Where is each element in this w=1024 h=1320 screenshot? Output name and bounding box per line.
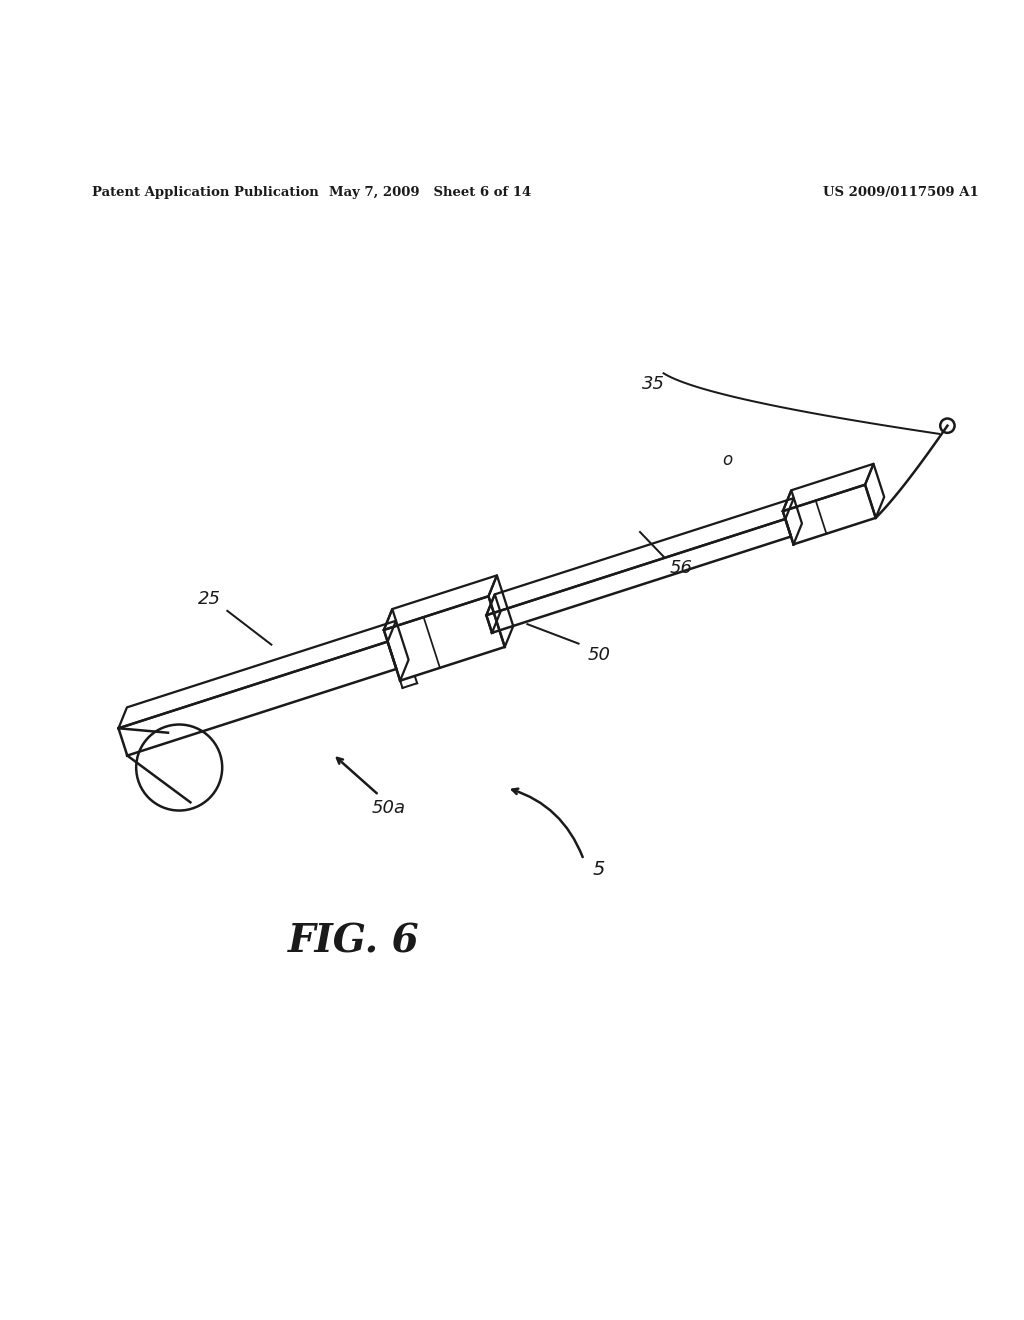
Text: 56: 56 bbox=[670, 558, 692, 577]
Text: 50: 50 bbox=[588, 645, 610, 664]
Text: 35: 35 bbox=[642, 375, 665, 392]
Text: 50a: 50a bbox=[372, 800, 407, 817]
Text: FIG. 6: FIG. 6 bbox=[288, 923, 419, 961]
Text: o: o bbox=[722, 451, 732, 470]
Text: US 2009/0117509 A1: US 2009/0117509 A1 bbox=[823, 186, 979, 198]
Text: May 7, 2009   Sheet 6 of 14: May 7, 2009 Sheet 6 of 14 bbox=[329, 186, 531, 198]
Text: Patent Application Publication: Patent Application Publication bbox=[92, 186, 318, 198]
Text: 25: 25 bbox=[199, 590, 221, 607]
Text: 5: 5 bbox=[593, 861, 605, 879]
